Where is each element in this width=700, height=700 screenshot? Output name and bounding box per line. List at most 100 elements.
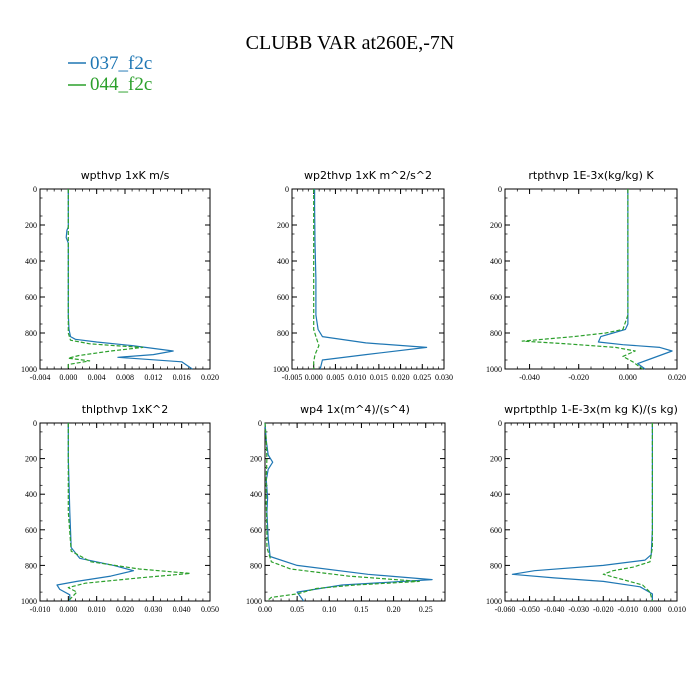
y-tick-label: 400 xyxy=(490,490,502,499)
panel-5: wp4 1x(m^4)/(s^4) 0.00 0.05 0.10 0.15 0.20 0.2… xyxy=(246,403,446,614)
y-tick-label: 0 xyxy=(285,185,289,194)
y-tick-label: 1000 xyxy=(246,597,262,606)
y-tick-label: 0 xyxy=(33,185,37,194)
y-tick-label: 400 xyxy=(25,257,37,266)
x-tick-label: 0.015 xyxy=(370,373,388,382)
y-tick-label: 400 xyxy=(25,490,37,499)
panel-title: wp2thvp 1xK m^2/s^2 xyxy=(304,169,432,182)
series-line-037_f2c xyxy=(314,189,428,370)
series-line-044_f2c xyxy=(67,189,144,369)
x-tick-label: 0.000 xyxy=(59,605,77,614)
panel-title: wprtpthlp 1-E-3x(m kg K)/(s kg) xyxy=(504,403,678,416)
panel-title: wp4 1x(m^4)/(s^4) xyxy=(300,403,410,416)
x-tick-label: -0.040 xyxy=(544,605,565,614)
x-tick-label: 0.040 xyxy=(173,605,191,614)
x-tick-label: -0.020 xyxy=(593,605,614,614)
panel-6: wprtpthlp 1-E-3x(m kg K)/(s kg)-0.060 -0.… xyxy=(486,403,686,614)
y-tick-label: 600 xyxy=(277,293,289,302)
plot-frame xyxy=(39,422,211,602)
plot-frame xyxy=(264,422,446,602)
x-tick-label: 0.020 xyxy=(392,373,410,382)
y-tick-label: 400 xyxy=(277,257,289,266)
panel-title: wpthvp 1xK m/s xyxy=(81,169,170,182)
legend-label-037: 037_f2c xyxy=(90,53,152,74)
y-tick-label: 600 xyxy=(250,526,262,535)
x-tick-label: 0.05 xyxy=(290,605,304,614)
y-tick-label: 600 xyxy=(490,526,502,535)
y-tick-label: 1000 xyxy=(21,365,37,374)
x-tick-label: 0.020 xyxy=(668,373,686,382)
x-tick-label: 0.000 xyxy=(619,373,637,382)
x-tick-label: 0.030 xyxy=(435,373,453,382)
y-tick-label: 0 xyxy=(498,185,502,194)
series-line-044_f2c xyxy=(521,189,643,370)
y-tick-label: 400 xyxy=(490,257,502,266)
x-tick-label: -0.060 xyxy=(495,605,516,614)
y-tick-label: 800 xyxy=(25,329,37,338)
panel-4: thlpthvp 1xK^2 -0.010 0.000 0.010 0.020 0.030… xyxy=(21,403,219,614)
y-tick-label: 200 xyxy=(25,455,37,464)
plot-frame xyxy=(39,188,211,370)
x-tick-label: 0.00 xyxy=(258,605,272,614)
x-tick-label: 0.016 xyxy=(173,373,191,382)
series-line-044_f2c xyxy=(313,189,320,369)
y-tick-label: 600 xyxy=(25,293,37,302)
plot-frame xyxy=(504,422,678,602)
y-tick-label: 800 xyxy=(25,561,37,570)
y-tick-label: 800 xyxy=(277,329,289,338)
series-line-037_f2c xyxy=(65,189,193,370)
y-tick-label: 600 xyxy=(25,526,37,535)
x-tick-label: -0.020 xyxy=(568,373,589,382)
y-tick-label: 200 xyxy=(490,455,502,464)
y-tick-label: 600 xyxy=(490,293,502,302)
x-tick-label: 0.010 xyxy=(348,373,366,382)
panel-2: wp2thvp 1xK m^2/s^2 -0.005 0.000 0.005 0.010… xyxy=(273,169,453,382)
x-tick-label: 0.000 xyxy=(305,373,323,382)
y-tick-label: 0 xyxy=(258,419,262,428)
plot-frame xyxy=(504,188,678,370)
y-tick-label: 200 xyxy=(25,221,37,230)
series-line-044_f2c xyxy=(264,422,420,602)
x-tick-label: 0.010 xyxy=(668,605,686,614)
y-tick-label: 200 xyxy=(250,455,262,464)
x-tick-label: 0.020 xyxy=(116,605,134,614)
y-tick-label: 0 xyxy=(33,419,37,428)
figure-title: CLUBB VAR at260E,-7N xyxy=(246,32,455,54)
x-tick-label: 0.15 xyxy=(354,605,368,614)
x-tick-label: 0.000 xyxy=(59,373,77,382)
panel-1: wpthvp 1xK m/s -0.004 0.000 0.004 0.008 0.012… xyxy=(21,169,219,382)
series-line-037_f2c xyxy=(56,423,135,601)
y-tick-label: 1000 xyxy=(21,597,37,606)
legend-label-044: 044_f2c xyxy=(90,74,152,95)
x-tick-label: 0.010 xyxy=(88,605,106,614)
legend: 037_f2c 044_f2c xyxy=(68,53,152,95)
x-tick-label: 0.012 xyxy=(144,373,162,382)
panel-title: rtpthvp 1E-3x(kg/kg) K xyxy=(528,169,654,182)
x-tick-label: 0.25 xyxy=(419,605,433,614)
x-tick-label: 0.20 xyxy=(387,605,401,614)
x-tick-label: 0.030 xyxy=(144,605,162,614)
series-line-037_f2c xyxy=(597,189,673,370)
x-tick-label: 0.025 xyxy=(413,373,431,382)
y-tick-label: 1000 xyxy=(486,597,502,606)
x-tick-label: 0.050 xyxy=(201,605,219,614)
x-tick-label: -0.005 xyxy=(282,373,303,382)
x-tick-label: -0.050 xyxy=(519,605,540,614)
y-tick-label: 0 xyxy=(498,419,502,428)
y-tick-label: 1000 xyxy=(273,365,289,374)
series-line-044_f2c xyxy=(67,423,191,602)
x-tick-label: 0.005 xyxy=(326,373,344,382)
series-line-037_f2c xyxy=(511,423,654,601)
panels: wpthvp 1xK m/s-0.004 0.000 0.004 0.008 0.012… xyxy=(21,169,686,614)
y-tick-label: 400 xyxy=(250,490,262,499)
x-tick-label: 0.004 xyxy=(88,373,106,382)
panel-3: rtpthvp 1E-3x(kg/kg) K -0.040 -0.020 0.000 0… xyxy=(486,169,686,382)
x-tick-label: 0.008 xyxy=(116,373,134,382)
y-tick-label: 800 xyxy=(490,329,502,338)
panel-title: thlpthvp 1xK^2 xyxy=(82,403,169,416)
x-tick-label: -0.010 xyxy=(618,605,639,614)
x-tick-label: 0.000 xyxy=(643,605,661,614)
x-tick-label: 0.10 xyxy=(322,605,336,614)
y-tick-label: 1000 xyxy=(486,365,502,374)
